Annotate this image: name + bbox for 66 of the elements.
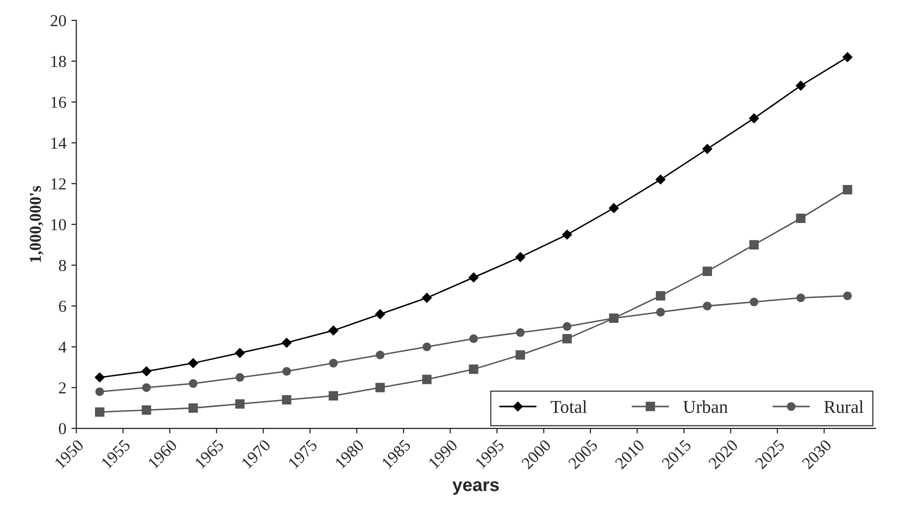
point: [188, 403, 198, 413]
point: [94, 372, 105, 382]
point: [750, 298, 758, 306]
legend-label: Rural: [824, 400, 864, 413]
point: [515, 252, 526, 262]
y-tick-label: 8: [58, 260, 66, 272]
point: [375, 309, 386, 320]
point: [468, 272, 479, 282]
point: [702, 266, 712, 276]
point: [796, 214, 806, 223]
point: [562, 322, 572, 331]
point: [328, 326, 338, 336]
point: [328, 391, 338, 400]
point: [142, 366, 152, 376]
point: [422, 292, 432, 303]
y-tick-label: 10: [51, 219, 66, 230]
point: [702, 302, 712, 310]
point: [469, 334, 478, 343]
point: [656, 174, 666, 184]
point: [796, 294, 806, 302]
point: [282, 366, 291, 376]
point: [842, 52, 852, 62]
point: [188, 358, 198, 368]
point: [468, 364, 478, 374]
point: [282, 338, 292, 348]
y-tick-label: 14: [51, 138, 66, 149]
point: [236, 373, 244, 382]
point: [422, 342, 432, 352]
point: [608, 203, 619, 214]
point: [234, 348, 245, 358]
y-axis-title: 1,000,000's: [30, 186, 44, 262]
legend-label: Urban: [683, 400, 728, 413]
point: [95, 407, 104, 417]
y-tick-label: 4: [58, 342, 66, 353]
y-tick-label: 6: [58, 300, 66, 312]
point: [188, 379, 198, 388]
point: [796, 80, 806, 91]
point: [702, 144, 712, 154]
point: [842, 185, 852, 194]
y-tick-label: 16: [51, 96, 66, 108]
legend-label: Total: [550, 400, 587, 413]
point: [422, 374, 432, 384]
point: [656, 291, 666, 300]
point: [375, 382, 385, 392]
point: [609, 314, 619, 323]
point: [329, 358, 338, 368]
point: [376, 350, 384, 360]
point: [843, 291, 852, 300]
point: [142, 405, 152, 415]
x-axis-title: years: [452, 481, 499, 495]
point: [516, 350, 526, 360]
point: [749, 240, 759, 250]
point: [562, 230, 572, 240]
y-tick-label: 18: [51, 56, 66, 68]
point: [282, 395, 292, 405]
point: [516, 328, 525, 337]
point: [142, 383, 151, 392]
y-tick-label: 12: [51, 178, 66, 190]
point: [656, 308, 665, 316]
point: [95, 387, 104, 396]
point: [562, 334, 572, 344]
point: [235, 399, 245, 409]
y-tick-label: 0: [58, 423, 66, 434]
y-tick-label: 20: [50, 15, 66, 26]
y-tick-label: 2: [59, 382, 66, 394]
point: [749, 113, 759, 124]
